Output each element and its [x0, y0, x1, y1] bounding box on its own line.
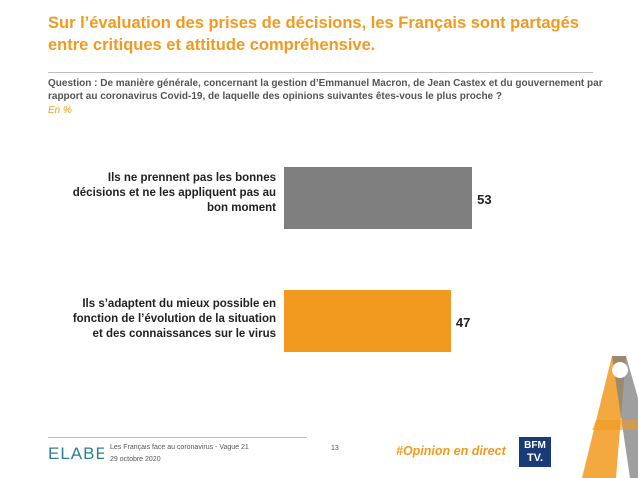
bfm-logo-top: BFM [524, 440, 546, 451]
bfm-logo-bottom: TV. [526, 452, 544, 464]
footer-study: Les Français face au coronavirus - Vague… [110, 444, 249, 451]
bar-label-2-line-2: fonction de l’évolution de la situation [72, 313, 276, 325]
bar-label-1-line-1: Ils ne prennent pas les bonnes [107, 172, 276, 184]
hashtag: #Opinion en direct [396, 444, 506, 458]
title-divider [48, 72, 593, 73]
bar-label-1: Ils ne prennent pas les bonnes décisions… [56, 171, 276, 216]
bar-label-1-line-2: décisions et ne les appliquent pas au [72, 187, 276, 199]
survey-question: Question : De manière générale, concerna… [48, 78, 603, 102]
page-title: Sur l’évaluation des prises de décisions… [48, 14, 579, 54]
elabe-logo-text: ELABE [48, 444, 104, 462]
page-number: 13 [331, 445, 339, 452]
footer-divider [48, 437, 307, 438]
bar-label-2-line-3: et des connaissances sur le virus [92, 328, 276, 340]
unit-note: En % [48, 105, 72, 116]
footer-date: 29 octobre 2020 [110, 456, 161, 463]
bar-value-1: 53 [477, 192, 492, 207]
elabe-logo: ELABE [48, 444, 104, 462]
bar-1 [284, 167, 473, 229]
bar-2 [284, 290, 451, 352]
bar-value-2: 47 [455, 315, 471, 330]
bar-label-1-line-3: bon moment [207, 202, 276, 214]
bar-label-2-line-1: Ils s’adaptent du mieux possible en [82, 298, 276, 310]
bfm-tv-logo: BFM TV. [519, 437, 551, 467]
bar-label-2: Ils s’adaptent du mieux possible en fonc… [56, 297, 276, 342]
